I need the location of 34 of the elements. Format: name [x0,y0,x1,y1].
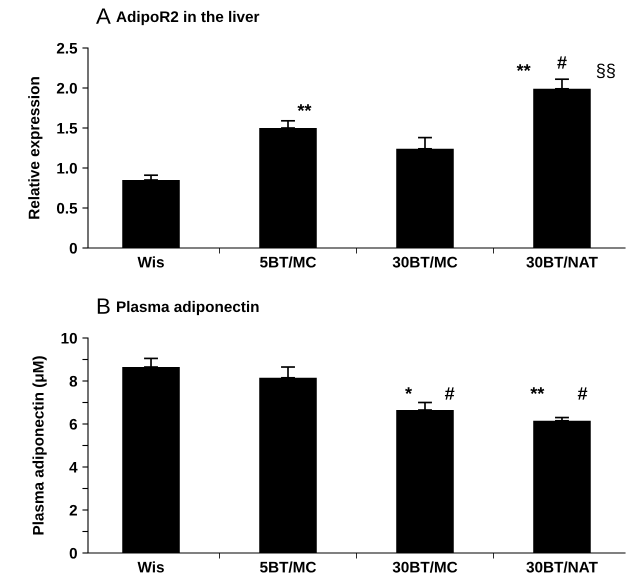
text: A [96,8,111,24]
y-axis-title: Relative expression [28,77,42,219]
text: B [98,298,110,314]
x-tick-label: 30BT/NAT [526,256,598,268]
chart-title: AdipoR2 in the liver [116,10,260,26]
y-tick-label: 10 [62,332,77,344]
y-axis-title: Plasma adiponectin (μM) [32,356,47,534]
y-tick-label: 2 [70,504,77,516]
x-tick-label: 30BT/MC [392,561,458,573]
y-tick-label: 6 [70,418,78,430]
y-tick-label: 1.0 [57,162,77,174]
y-tick-label: 0 [70,242,77,254]
y-tick-label: 0.5 [56,202,78,214]
annotation: ** [516,64,531,71]
chart-title: Plasma adiponectin [117,300,259,316]
y-tick-label: 2.5 [56,42,78,54]
x-tick-label: 30BT/MC [392,256,458,268]
annotation: ** [297,104,312,111]
y-tick-label: 1.5 [57,123,78,134]
annotation: ** [530,387,544,394]
y-tick-label: 8 [70,376,78,387]
annotation: # [557,56,567,69]
annotation: §§ [596,64,615,78]
x-tick-label: 5BT/MC [260,561,316,573]
y-tick-label: 4 [69,462,78,473]
y-tick-label: 0 [70,548,77,559]
x-tick-label: Wis [138,561,164,573]
x-tick-label: Wis [138,256,164,268]
x-tick-label: 5BT/MC [260,256,316,268]
annotation: # [578,387,588,400]
annotation: * [405,387,412,394]
annotation: # [444,387,454,400]
x-tick-label: 30BT/NAT [526,561,598,573]
y-tick-label: 2.0 [56,82,77,94]
